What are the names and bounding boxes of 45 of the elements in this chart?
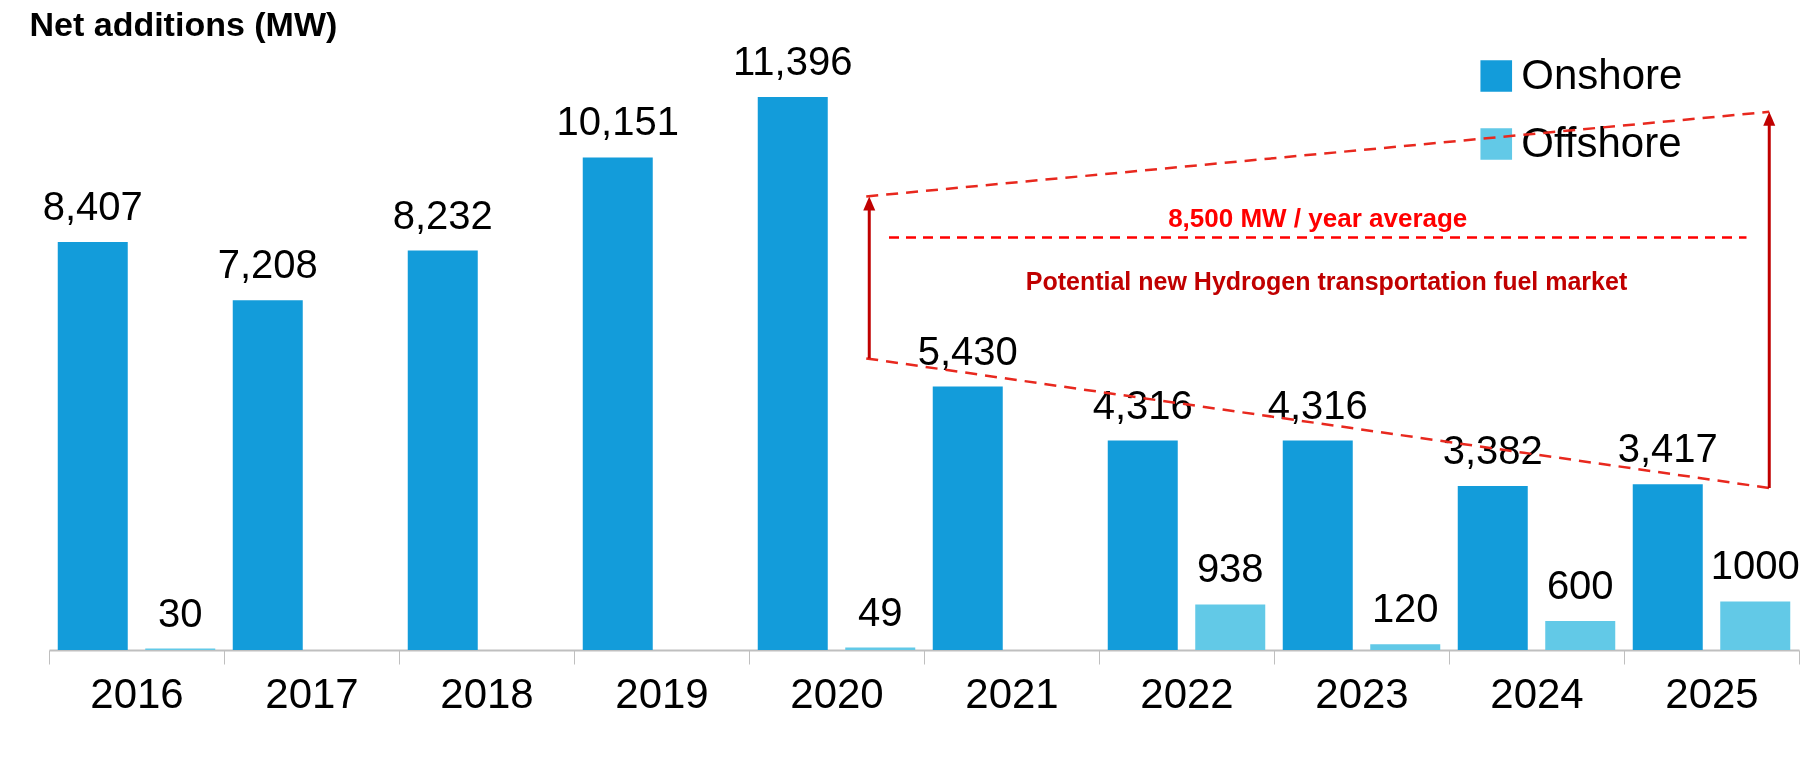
bar — [932, 386, 1003, 650]
bar — [1720, 601, 1791, 650]
annotation: Potential new Hydrogen transportation fuel market — [1025, 267, 1628, 295]
bar — [1632, 484, 1703, 650]
data-label: 4,316 — [1267, 382, 1368, 427]
legend-label: Onshore — [1521, 51, 1683, 98]
x-tick-label: 2025 — [1665, 669, 1759, 717]
bar — [232, 300, 303, 650]
legend-label: Offshore — [1521, 119, 1682, 166]
data-label: 3,417 — [1617, 426, 1718, 471]
bar — [1545, 620, 1616, 650]
bar — [407, 250, 478, 650]
x-tick-label: 2022 — [1140, 669, 1234, 717]
bar — [1195, 604, 1266, 650]
data-label: 5,430 — [917, 328, 1018, 373]
data-label: 120 — [1371, 586, 1439, 631]
data-label: 7,208 — [217, 242, 318, 287]
bar — [757, 97, 828, 650]
x-tick-label: 2017 — [265, 669, 359, 717]
x-tick-label: 2021 — [965, 669, 1059, 717]
x-tick-label: 2019 — [615, 669, 709, 717]
data-label: 8,232 — [392, 192, 493, 237]
bar — [1107, 440, 1178, 650]
data-label: 30 — [158, 590, 203, 635]
data-label: 11,396 — [733, 39, 853, 83]
bar — [1370, 644, 1441, 650]
data-label: 1000 — [1710, 543, 1800, 588]
x-tick-label: 2023 — [1315, 669, 1409, 717]
y-axis-title: Net additions (MW) — [29, 4, 338, 43]
x-tick-label: 2024 — [1490, 669, 1584, 717]
bar — [1282, 440, 1353, 650]
data-label: 49 — [858, 589, 903, 634]
data-label: 8,407 — [42, 184, 143, 229]
x-tick-label: 2016 — [90, 669, 184, 717]
data-label: 938 — [1196, 546, 1264, 591]
x-tick-label: 2020 — [790, 669, 884, 717]
data-label: 4,316 — [1092, 382, 1193, 427]
data-label: 10,151 — [556, 99, 679, 144]
bar — [582, 157, 653, 650]
ref-line-label: 8,500 MW / year average — [1168, 202, 1468, 233]
x-tick-label: 2018 — [440, 669, 534, 717]
data-label: 3,382 — [1442, 427, 1543, 472]
data-label: 600 — [1546, 562, 1614, 607]
bar — [57, 242, 128, 650]
bar — [1457, 485, 1528, 650]
